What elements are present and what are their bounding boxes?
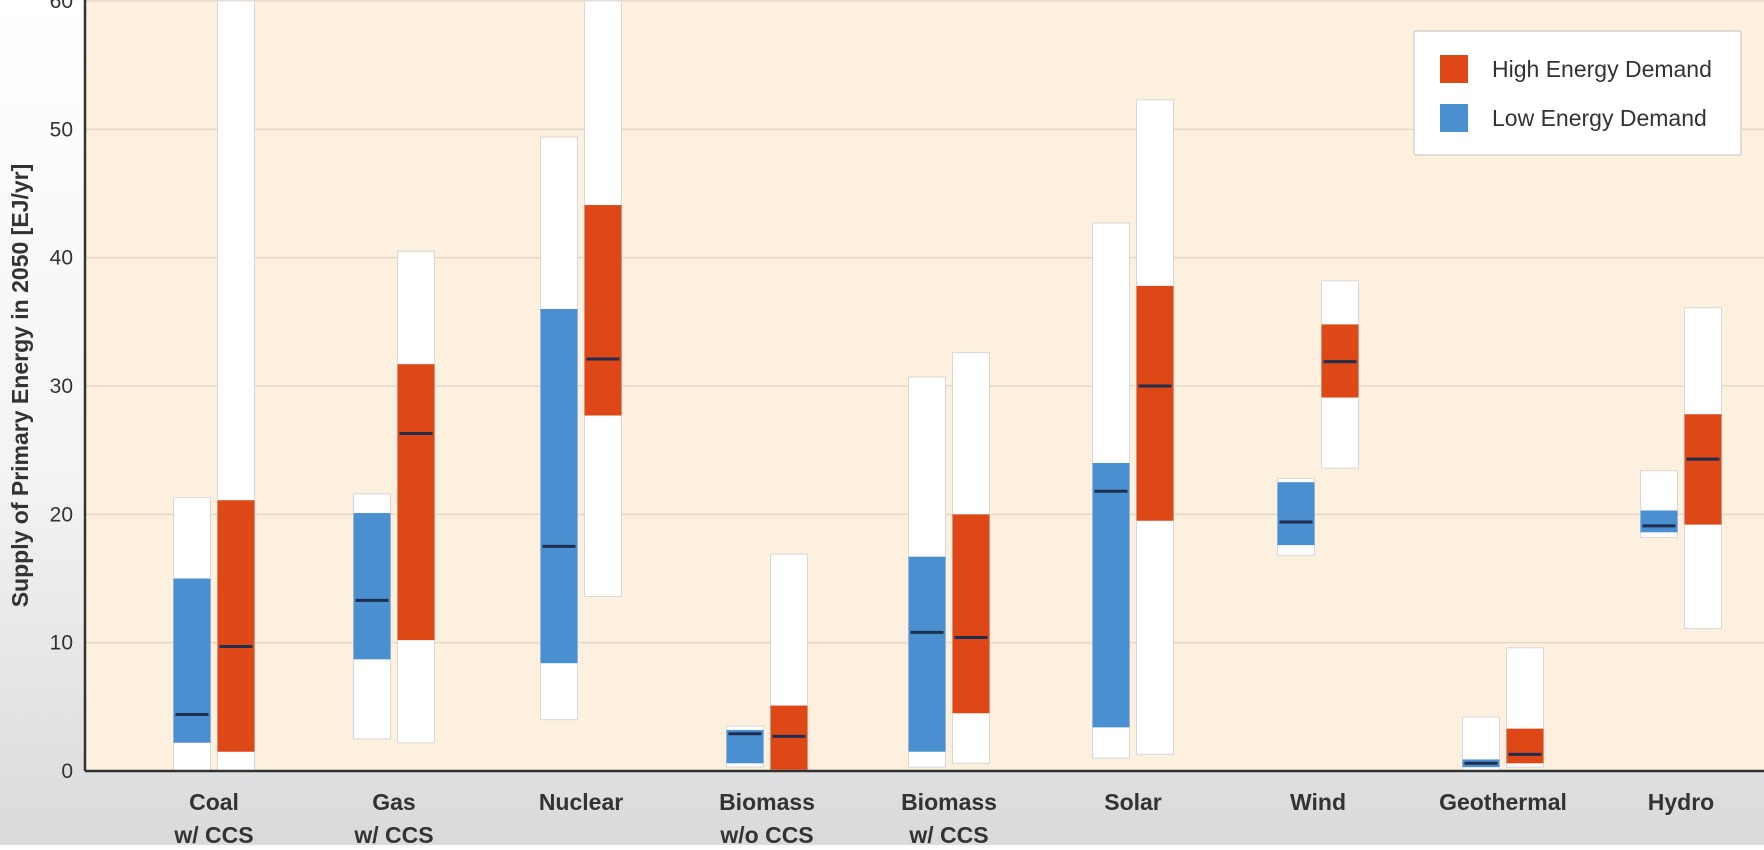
range-bar-high	[1684, 307, 1722, 630]
range-bar-high	[770, 553, 808, 772]
interquartile-bar	[726, 729, 764, 764]
x-category-label: Biomass	[719, 789, 815, 815]
interquartile-bar	[1640, 510, 1678, 533]
x-category-label: Biomass	[901, 789, 997, 815]
interquartile-bar	[1277, 482, 1315, 546]
range-bar-high	[1321, 280, 1359, 469]
range-bar-low	[908, 376, 946, 768]
y-tick-label: 60	[50, 0, 73, 13]
range-bar-high	[217, 0, 255, 772]
range-bar-low	[1462, 716, 1500, 772]
interquartile-bar	[1136, 285, 1174, 521]
range-bar-low	[1640, 470, 1678, 538]
legend-swatch	[1440, 104, 1468, 132]
range-bar-high	[1136, 99, 1174, 755]
range-bar-low	[726, 725, 764, 768]
range-bar-high	[584, 0, 622, 597]
interquartile-bar	[540, 309, 578, 664]
legend-label: High Energy Demand	[1492, 56, 1712, 82]
x-category-label: Geothermal	[1439, 789, 1567, 815]
interquartile-bar	[1092, 463, 1130, 728]
legend-label: Low Energy Demand	[1492, 105, 1707, 131]
legend: High Energy Demand Low Energy Demand	[1413, 30, 1742, 156]
x-axis: Coal w/ CCS Gas w/ CCS Nuclear Biomass w/o CCS…	[85, 769, 1764, 848]
range-bar-high	[952, 352, 990, 764]
interquartile-bar	[173, 578, 211, 743]
y-tick-label: 40	[50, 247, 73, 270]
x-category-label: Gas	[372, 789, 415, 815]
range-bar-high	[397, 250, 435, 744]
y-axis-title: Supply of Primary Energy in 2050 [EJ/yr]	[7, 164, 33, 608]
interquartile-bar	[397, 364, 435, 641]
y-tick-label: 30	[50, 375, 73, 398]
x-category-label: Hydro	[1648, 789, 1714, 815]
x-category-label: w/ CCS	[353, 822, 433, 845]
y-axis: 0 10 20 30 40 50 60 Supply of Primary Energy in…	[7, 0, 87, 783]
range-bar-low	[540, 136, 578, 721]
legend-swatch	[1440, 55, 1468, 83]
range-bar-high	[1506, 647, 1544, 768]
x-category-label: w/o CCS	[719, 822, 813, 845]
interquartile-bar	[908, 556, 946, 752]
x-category-label: Nuclear	[539, 789, 623, 815]
range-bar-low	[1277, 477, 1315, 556]
range-bar-low	[1092, 222, 1130, 759]
x-category-label: w/ CCS	[908, 822, 988, 845]
interquartile-bar	[353, 513, 391, 660]
x-category-label: Solar	[1104, 789, 1162, 815]
interquartile-bar	[217, 500, 255, 752]
y-tick-label: 0	[61, 760, 73, 783]
x-category-label: Wind	[1290, 789, 1346, 815]
interquartile-bar	[584, 205, 622, 416]
range-bar-low	[353, 493, 391, 740]
x-category-label: Coal	[189, 789, 239, 815]
legend-box	[1413, 30, 1742, 156]
y-tick-label: 10	[50, 632, 73, 655]
x-category-label: w/ CCS	[173, 822, 253, 845]
interquartile-bar	[952, 514, 990, 714]
y-tick-label: 20	[50, 503, 73, 526]
interquartile-bar	[1684, 414, 1722, 525]
range-bar-low	[173, 497, 211, 772]
y-tick-label: 50	[50, 118, 73, 141]
interquartile-bar	[1506, 728, 1544, 764]
